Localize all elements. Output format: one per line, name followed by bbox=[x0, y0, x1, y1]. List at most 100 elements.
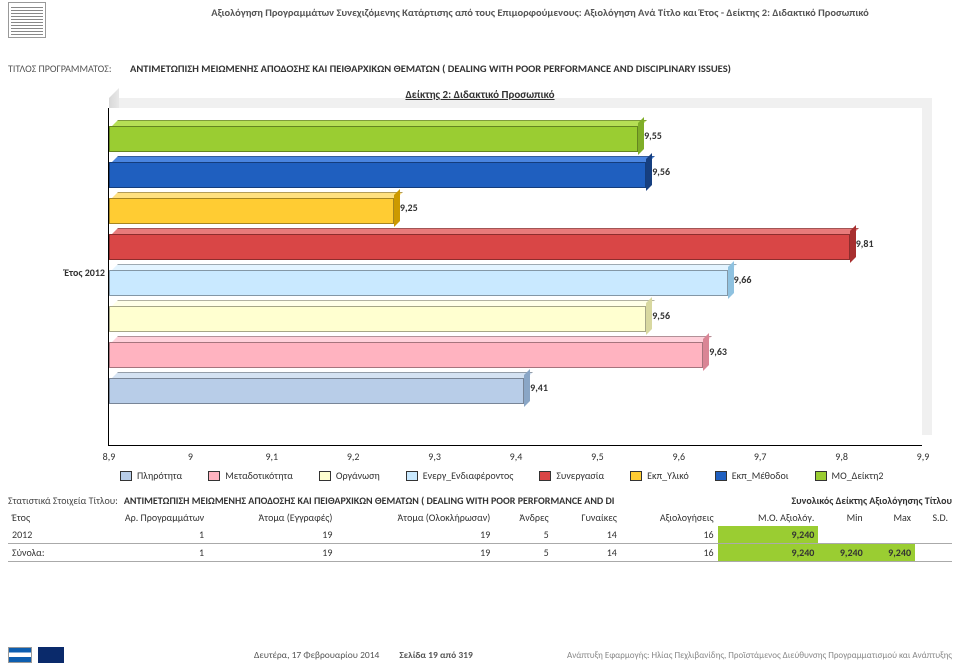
x-tick: 9,5 bbox=[591, 450, 604, 463]
sum-sd bbox=[915, 544, 952, 562]
bar-value-label: 9,56 bbox=[652, 165, 688, 178]
sum-mo: 9,240 bbox=[718, 544, 819, 562]
legend-label: ΜΟ_Δείκτη2 bbox=[832, 469, 884, 482]
legend-item: Εκπ_Υλικό bbox=[630, 469, 689, 482]
bar-Ενεργ_Ενδιαφέροντος: 9,66 bbox=[109, 270, 728, 296]
footer-date: Δευτέρα, 17 Φεβρουαρίου 2014 bbox=[254, 649, 379, 661]
x-tick: 9,9 bbox=[917, 450, 930, 463]
x-tick: 9,1 bbox=[265, 450, 278, 463]
x-tick: 9,2 bbox=[347, 450, 360, 463]
legend-swatch bbox=[120, 471, 132, 481]
table-row: 2012 1 19 19 5 14 16 9,240 bbox=[8, 526, 952, 544]
page-footer: Δευτέρα, 17 Φεβρουαρίου 2014 Σελίδα 19 α… bbox=[8, 647, 952, 663]
sum-complete: 19 bbox=[336, 544, 494, 562]
cell-men: 5 bbox=[494, 526, 552, 544]
cell-sd bbox=[915, 526, 952, 544]
table-sum-row: Σύνολα: 1 19 19 5 14 16 9,240 9,240 9,24… bbox=[8, 544, 952, 562]
legend-label: Εκπ_Μέθοδοι bbox=[732, 469, 789, 482]
cell-max bbox=[867, 526, 915, 544]
sum-evals: 16 bbox=[621, 544, 718, 562]
legend-swatch bbox=[319, 471, 331, 481]
bar-value-label: 9,81 bbox=[856, 237, 892, 250]
col-header: Αξιολογήσεις bbox=[621, 509, 718, 526]
bar-value-label: 9,56 bbox=[652, 309, 688, 322]
col-header: Γυναίκες bbox=[553, 509, 621, 526]
sum-min: 9,240 bbox=[818, 544, 866, 562]
legend-label: Μεταδοτικότητα bbox=[225, 469, 293, 482]
chart-title: Δείκτης 2: Διδακτικό Προσωπικό bbox=[0, 88, 960, 101]
bar-chart: Έτος 2012 9,559,569,259,819,669,569,639,… bbox=[60, 108, 930, 480]
sum-enroll: 19 bbox=[208, 544, 336, 562]
x-tick: 9,8 bbox=[835, 450, 848, 463]
chart-legend: Πληρότητα Μεταδοτικότητα Οργάνωση Ενεργ_Ενδ… bbox=[120, 469, 920, 482]
legend-item: Οργάνωση bbox=[319, 469, 380, 482]
legend-swatch bbox=[208, 471, 220, 481]
bar-Οργάνωση: 9,56 bbox=[109, 306, 646, 332]
legend-swatch bbox=[539, 471, 551, 481]
legend-swatch bbox=[815, 471, 827, 481]
col-header: Αρ. Προγραμμάτων bbox=[71, 509, 208, 526]
sum-label: Σύνολα: bbox=[8, 544, 71, 562]
legend-label: Ενεργ_Ενδιαφέροντος bbox=[423, 469, 514, 482]
cell-min bbox=[818, 526, 866, 544]
legend-item: Πληρότητα bbox=[120, 469, 182, 482]
x-tick: 9,6 bbox=[672, 450, 685, 463]
legend-item: Εκπ_Μέθοδοι bbox=[715, 469, 789, 482]
stats-table: ΈτοςΑρ. ΠρογραμμάτωνΆτομα (Εγγραφές)Άτομ… bbox=[8, 509, 952, 562]
bar-value-label: 9,25 bbox=[400, 201, 436, 214]
bar-value-label: 9,55 bbox=[644, 129, 680, 142]
col-header: Min bbox=[818, 509, 866, 526]
sum-progs: 1 bbox=[71, 544, 208, 562]
col-header: Άτομα (Εγγραφές) bbox=[208, 509, 336, 526]
legend-swatch bbox=[715, 471, 727, 481]
cell-evals: 16 bbox=[621, 526, 718, 544]
col-header: Άνδρες bbox=[494, 509, 552, 526]
bar-Συνεργασία: 9,81 bbox=[109, 234, 850, 260]
x-tick: 9 bbox=[188, 450, 193, 463]
x-tick: 9,7 bbox=[754, 450, 767, 463]
stats-block-title: ΑΝΤΙΜΕΤΩΠΙΣΗ ΜΕΙΩΜΕΝΗΣ ΑΠΟΔΟΣΗΣ ΚΑΙ ΠΕΙΘ… bbox=[124, 494, 615, 507]
x-tick: 8,9 bbox=[103, 450, 116, 463]
sum-women: 14 bbox=[553, 544, 621, 562]
legend-label: Εκπ_Υλικό bbox=[647, 469, 689, 482]
legend-swatch bbox=[630, 471, 642, 481]
espa-logo bbox=[38, 647, 64, 663]
legend-item: ΜΟ_Δείκτη2 bbox=[815, 469, 884, 482]
bar-value-label: 9,63 bbox=[709, 345, 745, 358]
legend-item: Ενεργ_Ενδιαφέροντος bbox=[406, 469, 514, 482]
sum-max: 9,240 bbox=[867, 544, 915, 562]
program-label: ΤΙΤΛΟΣ ΠΡΟΓΡΑΜΜΑΤΟΣ: bbox=[8, 62, 112, 75]
cell-complete: 19 bbox=[336, 526, 494, 544]
legend-item: Συνεργασία bbox=[539, 469, 604, 482]
stats-total-title: Συνολικός Δείκτης Αξιολόγησης Τίτλου bbox=[791, 494, 952, 507]
legend-swatch bbox=[406, 471, 418, 481]
legend-item: Μεταδοτικότητα bbox=[208, 469, 293, 482]
table-header-row: ΈτοςΑρ. ΠρογραμμάτωνΆτομα (Εγγραφές)Άτομ… bbox=[8, 509, 952, 526]
chart-plot: Έτος 2012 9,559,569,259,819,669,569,639,… bbox=[108, 108, 922, 446]
col-header: Max bbox=[867, 509, 915, 526]
col-header: Έτος bbox=[8, 509, 71, 526]
footer-credit: Ανάπτυξη Εφαρμογής: Ηλίας Πεχλιβανίδης, … bbox=[567, 650, 952, 661]
stats-block-label: Στατιστικά Στοιχεία Τίτλου: bbox=[8, 494, 118, 507]
greece-flag-icon bbox=[8, 647, 32, 663]
y-axis-category: Έτος 2012 bbox=[53, 266, 105, 279]
legend-label: Πληρότητα bbox=[137, 469, 182, 482]
sum-men: 5 bbox=[494, 544, 552, 562]
cell-enroll: 19 bbox=[208, 526, 336, 544]
legend-label: Οργάνωση bbox=[336, 469, 380, 482]
cell-mo: 9,240 bbox=[718, 526, 819, 544]
bar-value-label: 9,66 bbox=[734, 273, 770, 286]
bar-Μεταδοτικότητα: 9,63 bbox=[109, 342, 703, 368]
program-title: ΑΝΤΙΜΕΤΩΠΙΣΗ ΜΕΙΩΜΕΝΗΣ ΑΠΟΔΟΣΗΣ ΚΑΙ ΠΕΙΘ… bbox=[130, 62, 731, 75]
bar-value-label: 9,41 bbox=[530, 381, 566, 394]
legend-label: Συνεργασία bbox=[556, 469, 604, 482]
col-header: Μ.Ο. Αξιολόγ. bbox=[718, 509, 819, 526]
col-header: Άτομα (Ολοκλήρωσαν) bbox=[336, 509, 494, 526]
bar-ΜΟ_Δείκτη2: 9,55 bbox=[109, 126, 638, 152]
bar-Εκπ_Μέθοδοι: 9,56 bbox=[109, 162, 646, 188]
cell-year: 2012 bbox=[8, 526, 71, 544]
x-tick: 9,3 bbox=[428, 450, 441, 463]
page-header: Αξιολόγηση Προγραμμάτων Συνεχιζόμενης Κα… bbox=[8, 6, 952, 19]
stats-block: Στατιστικά Στοιχεία Τίτλου: ΑΝΤΙΜΕΤΩΠΙΣΗ… bbox=[8, 494, 952, 562]
x-tick: 9,4 bbox=[510, 450, 523, 463]
